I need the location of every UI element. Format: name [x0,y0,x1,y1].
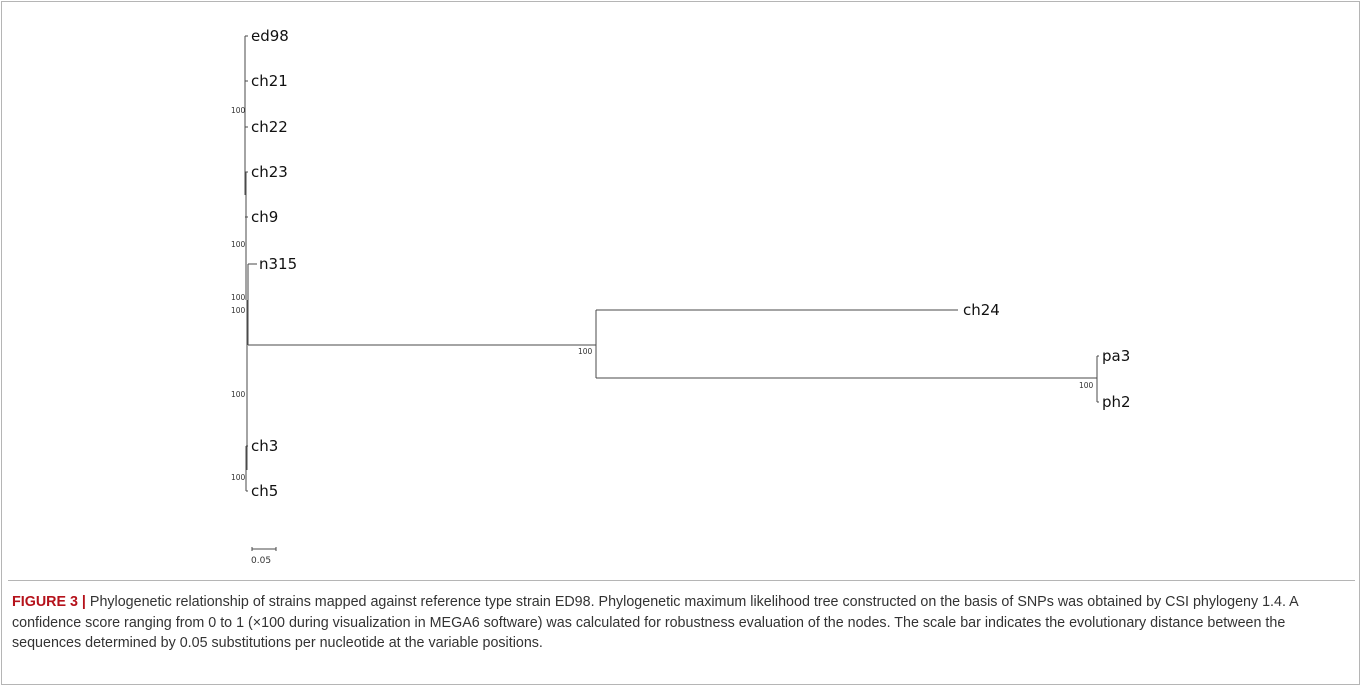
bootstrap-value: 100 [231,306,246,315]
leaf-label-ch5: ch5 [251,482,278,500]
bootstrap-value: 100 [231,293,246,302]
leaf-label-ch24: ch24 [963,301,1000,319]
phylogenetic-tree: ed98 ch21 ch22 ch23 ch9 n315 ch24 pa3 ph… [231,27,1131,566]
figure-label: FIGURE 3 | [12,594,86,610]
bootstrap-value: 100 [231,473,246,482]
leaf-label-ch21: ch21 [251,72,288,90]
leaf-label-ch23: ch23 [251,163,288,181]
leaf-label-ch3: ch3 [251,437,278,455]
caption-divider [8,580,1355,581]
caption-text: Phylogenetic relationship of strains map… [12,594,1298,651]
leaf-label-pa3: pa3 [1102,347,1130,365]
bootstrap-value: 100 [231,390,246,399]
leaf-label-ed98: ed98 [251,27,289,45]
leaf-label-ph2: ph2 [1102,393,1131,411]
bootstrap-value: 100 [231,240,246,249]
bootstrap-value: 100 [1079,381,1094,390]
leaf-label-n315: n315 [259,255,297,273]
leaf-label-ch9: ch9 [251,208,278,226]
scale-bar: 0.05 [251,547,277,566]
bootstrap-value: 100 [578,347,593,356]
leaf-label-ch22: ch22 [251,118,288,136]
tree-branches [244,35,1099,492]
bootstrap-value: 100 [231,106,246,115]
figure-caption: FIGURE 3 | Phylogenetic relationship of … [12,592,1352,654]
scale-bar-label: 0.05 [251,556,271,566]
